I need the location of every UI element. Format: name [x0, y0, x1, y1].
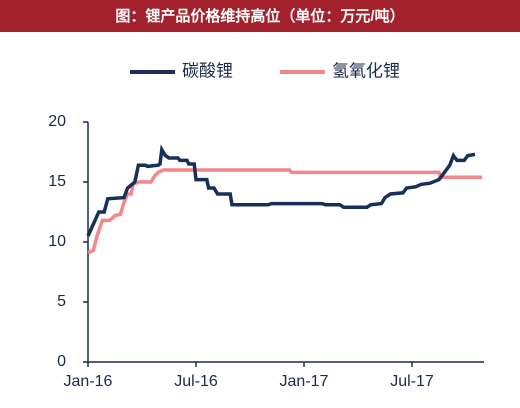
- title-bar: [0, 0, 520, 32]
- series-line: [87, 168, 483, 255]
- legend-label: 碳酸锂: [182, 61, 233, 80]
- series-line: [86, 144, 476, 237]
- x-tick-label: Jan-17: [280, 373, 329, 390]
- y-tick-label: 10: [48, 233, 66, 250]
- x-tick-label: Jul-17: [390, 373, 434, 390]
- x-tick-label: Jan-16: [64, 373, 113, 390]
- y-tick-label: 20: [48, 113, 66, 130]
- y-tick-label: 5: [57, 293, 66, 310]
- y-tick-label: 0: [57, 353, 66, 370]
- chart-title: 图：锂产品价格维持高位（单位：万元/吨）: [115, 7, 404, 25]
- legend-label: 氢氧化锂: [332, 61, 400, 80]
- y-tick-label: 15: [48, 173, 66, 190]
- x-tick-label: Jul-16: [174, 373, 218, 390]
